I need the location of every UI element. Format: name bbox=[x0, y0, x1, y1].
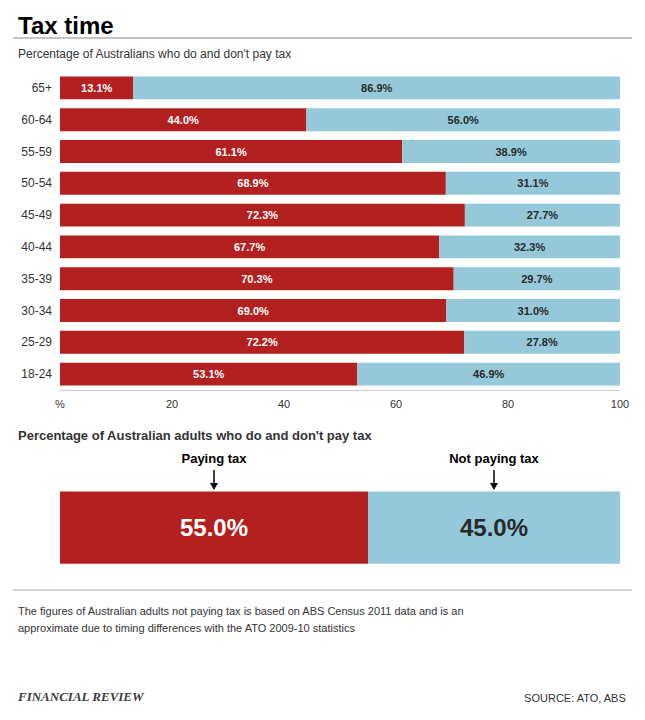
svg-text:Percentage of Australians who: Percentage of Australians who do and don… bbox=[18, 47, 291, 61]
svg-text:13.1%: 13.1% bbox=[81, 82, 112, 94]
svg-text:18-24: 18-24 bbox=[21, 367, 52, 381]
svg-text:approximate due to timing diff: approximate due to timing differences wi… bbox=[18, 622, 355, 634]
svg-text:60: 60 bbox=[390, 398, 402, 410]
svg-text:35-39: 35-39 bbox=[21, 272, 52, 286]
svg-text:55.0%: 55.0% bbox=[180, 514, 248, 541]
svg-text:50-54: 50-54 bbox=[21, 176, 52, 190]
svg-text:29.7%: 29.7% bbox=[521, 273, 552, 285]
svg-text:27.8%: 27.8% bbox=[527, 336, 558, 348]
svg-text:38.9%: 38.9% bbox=[495, 146, 526, 158]
svg-text:80: 80 bbox=[502, 398, 514, 410]
svg-text:20: 20 bbox=[166, 398, 178, 410]
svg-text:30-34: 30-34 bbox=[21, 304, 52, 318]
svg-text:45-49: 45-49 bbox=[21, 208, 52, 222]
svg-text:27.7%: 27.7% bbox=[527, 209, 558, 221]
svg-text:%: % bbox=[55, 398, 65, 410]
svg-text:67.7%: 67.7% bbox=[234, 241, 265, 253]
svg-text:53.1%: 53.1% bbox=[193, 368, 224, 380]
svg-text:65+: 65+ bbox=[32, 81, 52, 95]
svg-text:60-64: 60-64 bbox=[21, 113, 52, 127]
svg-text:72.2%: 72.2% bbox=[247, 336, 278, 348]
svg-text:40: 40 bbox=[278, 398, 290, 410]
svg-text:69.0%: 69.0% bbox=[238, 305, 269, 317]
svg-text:31.1%: 31.1% bbox=[517, 177, 548, 189]
svg-text:100: 100 bbox=[611, 398, 629, 410]
svg-text:Paying tax: Paying tax bbox=[181, 451, 247, 466]
svg-text:25-29: 25-29 bbox=[21, 335, 52, 349]
svg-text:45.0%: 45.0% bbox=[460, 514, 528, 541]
svg-text:Tax time: Tax time bbox=[18, 12, 114, 39]
svg-text:70.3%: 70.3% bbox=[241, 273, 272, 285]
svg-text:31.0%: 31.0% bbox=[518, 305, 549, 317]
svg-text:56.0%: 56.0% bbox=[448, 114, 479, 126]
svg-text:46.9%: 46.9% bbox=[473, 368, 504, 380]
svg-text:32.3%: 32.3% bbox=[514, 241, 545, 253]
svg-text:SOURCE: ATO, ABS: SOURCE: ATO, ABS bbox=[524, 692, 626, 704]
svg-text:72.3%: 72.3% bbox=[247, 209, 278, 221]
svg-text:55-59: 55-59 bbox=[21, 145, 52, 159]
svg-text:40-44: 40-44 bbox=[21, 240, 52, 254]
svg-text:61.1%: 61.1% bbox=[215, 146, 246, 158]
svg-text:Percentage of Australian adult: Percentage of Australian adults who do a… bbox=[18, 428, 372, 443]
svg-text:Not paying tax: Not paying tax bbox=[449, 451, 539, 466]
svg-text:68.9%: 68.9% bbox=[237, 177, 268, 189]
svg-text:86.9%: 86.9% bbox=[361, 82, 392, 94]
svg-text:The figures of Australian adul: The figures of Australian adults not pay… bbox=[18, 605, 464, 617]
svg-text:44.0%: 44.0% bbox=[168, 114, 199, 126]
svg-text:FINANCIAL REVIEW: FINANCIAL REVIEW bbox=[17, 689, 145, 704]
